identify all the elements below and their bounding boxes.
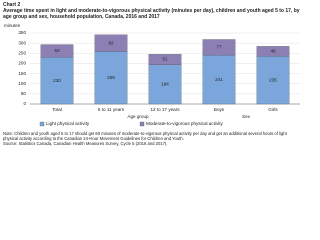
data-label: 194 <box>161 82 169 87</box>
bar-segment <box>94 51 128 105</box>
bar-segment <box>256 56 290 105</box>
chart-label: Chart 2 <box>3 2 21 8</box>
data-label: 82 <box>108 40 114 45</box>
legend-label: Light physical activity <box>46 121 90 126</box>
note: Note: Children and youth aged 5 to 17 sh… <box>3 131 287 142</box>
data-label: 49 <box>270 49 276 54</box>
y-tick-label: 200 <box>18 61 26 66</box>
data-label: 259 <box>107 75 115 80</box>
legend-label: Moderate-to-vigorous physical activity <box>146 121 224 126</box>
x-tick-label: 5 to 11 years <box>98 107 125 112</box>
data-label: 241 <box>215 77 223 82</box>
chart: minutes 0 50 100 150 200 250 300 350 Total 230 63 5… <box>4 23 300 127</box>
x-tick-label: Girls <box>268 107 278 112</box>
data-label: 63 <box>54 48 60 53</box>
group-label: Age group <box>127 114 149 119</box>
y-tick-label: 300 <box>18 40 26 45</box>
y-tick-label: 250 <box>18 51 26 56</box>
page: Chart 2 Average time spent in light and … <box>3 2 303 147</box>
x-tick-label: Boys <box>214 107 225 112</box>
data-label: 230 <box>53 78 61 83</box>
chart-title: Average time spent in light and moderate… <box>3 8 300 20</box>
source: Source: Statistics Canada, Canadian Heal… <box>3 141 168 147</box>
bar-segment <box>148 64 182 105</box>
bar-segment <box>40 57 74 105</box>
y-tick-label: 0 <box>23 101 26 106</box>
legend-swatch <box>39 121 45 127</box>
y-tick-label: 50 <box>21 91 27 96</box>
y-axis-label: minutes <box>4 23 21 28</box>
x-tick-label: 12 to 17 years <box>150 107 180 112</box>
y-tick-label: 350 <box>18 30 26 35</box>
bar-segment <box>256 46 290 57</box>
data-label: 51 <box>162 57 168 62</box>
y-tick-label: 100 <box>18 81 26 86</box>
bar-segment <box>148 54 182 65</box>
bar-segment <box>202 54 236 105</box>
header: Chart 2 Average time spent in light and … <box>3 2 303 20</box>
group-label: Sex <box>242 114 251 119</box>
legend-swatch <box>139 121 145 127</box>
bar-segment <box>40 44 74 58</box>
data-label: 77 <box>216 45 222 50</box>
y-tick-label: 150 <box>18 71 26 76</box>
data-label: 235 <box>269 77 277 82</box>
bar-segment <box>202 39 236 56</box>
bar-segment <box>94 34 128 52</box>
x-tick-label: Total <box>52 107 62 112</box>
notes: Note: Children and youth aged 5 to 17 sh… <box>3 131 303 147</box>
